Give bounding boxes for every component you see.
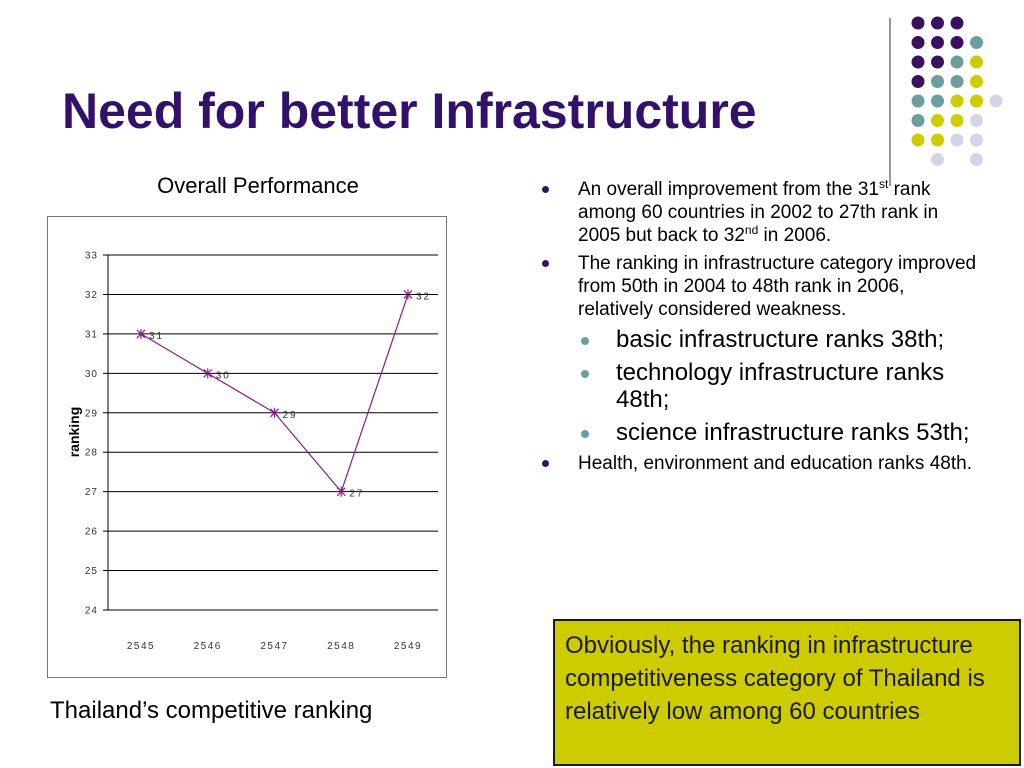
data-point-marker xyxy=(136,328,146,339)
y-tick-label: 28 xyxy=(85,448,98,459)
decorative-dot xyxy=(950,133,964,147)
decorative-dot xyxy=(931,133,944,147)
decorative-dot xyxy=(989,94,1003,108)
decorative-dot xyxy=(911,36,925,49)
y-tick-label: 33 xyxy=(85,251,98,262)
data-point-marker xyxy=(203,368,213,379)
decorative-dot xyxy=(970,94,983,108)
decorative-dot xyxy=(911,75,925,88)
y-tick-label: 27 xyxy=(85,487,98,498)
y-axis-label: ranking xyxy=(66,407,82,458)
decorative-dot xyxy=(970,153,983,166)
data-point-marker xyxy=(270,407,279,418)
data-point-marker xyxy=(336,486,346,497)
x-tick-label: 2547 xyxy=(260,641,288,652)
y-tick-label: 30 xyxy=(85,369,98,380)
y-tick-label: 29 xyxy=(85,408,98,419)
decorative-dot xyxy=(911,55,925,69)
bullet-text: An overall improvement from the 31 xyxy=(578,179,879,200)
decorative-dot xyxy=(931,75,944,88)
bullet-health: Health, environment and education ranks … xyxy=(538,452,978,475)
callout-text: Obviously, the ranking in infrastructure… xyxy=(565,632,985,725)
decorative-dot xyxy=(911,114,925,127)
decorative-dot xyxy=(970,133,983,147)
decorative-dot xyxy=(970,114,983,127)
data-label: 27 xyxy=(349,489,364,500)
decorative-dot xyxy=(950,94,964,108)
decorative-dot xyxy=(950,16,964,30)
x-tick-label: 2548 xyxy=(327,641,355,652)
y-tick-label: 25 xyxy=(85,566,98,577)
decorative-dot xyxy=(931,153,944,166)
decorative-dot xyxy=(950,36,964,49)
data-label: 29 xyxy=(283,410,298,421)
chart-caption: Thailand’s competitive ranking xyxy=(50,697,373,724)
sub-bullet-technology: technology infrastructure ranks 48th; xyxy=(538,359,978,413)
decorative-dot xyxy=(970,36,983,49)
divider-line xyxy=(889,18,891,186)
x-tick-label: 2546 xyxy=(194,641,222,652)
y-tick-label: 24 xyxy=(85,606,98,617)
decorative-dot xyxy=(931,94,944,108)
bullet-text: rank among 60 countries in 2002 to 27th … xyxy=(578,179,939,246)
sub-bullet-basic: basic infrastructure ranks 38th; xyxy=(538,326,978,353)
decorative-dot xyxy=(950,55,964,69)
line-chart: 24 25 26 27 28 29 30 31 32 33 2545 2546 2547 2548 2549… xyxy=(47,216,447,678)
decorative-dot xyxy=(950,114,964,127)
decorative-dot xyxy=(931,36,944,49)
superscript: nd xyxy=(744,223,759,237)
chart-heading: Overall Performance xyxy=(157,173,359,198)
bullet-infrastructure-ranking: The ranking in infrastructure category i… xyxy=(538,252,978,321)
decorative-dot xyxy=(970,55,983,69)
data-label: 32 xyxy=(416,291,431,302)
data-label: 31 xyxy=(149,331,164,342)
decorative-dot xyxy=(931,55,944,69)
x-tick-label: 2549 xyxy=(394,641,422,652)
y-tick-label: 31 xyxy=(85,329,98,340)
y-tick-label: 32 xyxy=(85,290,98,301)
bullet-list: An overall improvement from the 31st ran… xyxy=(538,178,978,480)
sub-bullet-science: science infrastructure ranks 53th; xyxy=(538,419,978,446)
gridlines: 24 25 26 27 28 29 30 31 32 33 xyxy=(85,251,438,617)
decorative-dot xyxy=(931,114,944,127)
superscript: st xyxy=(878,177,889,191)
x-tick-label: 2545 xyxy=(127,641,155,652)
callout-box: Obviously, the ranking in infrastructure… xyxy=(553,619,1021,766)
decorative-dot xyxy=(911,16,925,30)
decorative-dot xyxy=(931,16,944,30)
decorative-dot xyxy=(970,75,983,88)
chart-svg: 24 25 26 27 28 29 30 31 32 33 2545 2546 2547 2548 2549… xyxy=(66,251,438,652)
y-tick-label: 26 xyxy=(85,527,98,538)
bullet-overall-improvement: An overall improvement from the 31st ran… xyxy=(538,178,978,247)
decorative-dot xyxy=(950,75,964,88)
slide-title: Need for better Infrastructure xyxy=(62,83,757,139)
data-label: 30 xyxy=(216,370,231,381)
decorative-dot xyxy=(911,133,925,147)
data-point-marker xyxy=(403,289,413,300)
bullet-text: in 2006. xyxy=(758,225,832,246)
decorative-dot xyxy=(911,94,925,108)
series-line xyxy=(140,294,409,493)
